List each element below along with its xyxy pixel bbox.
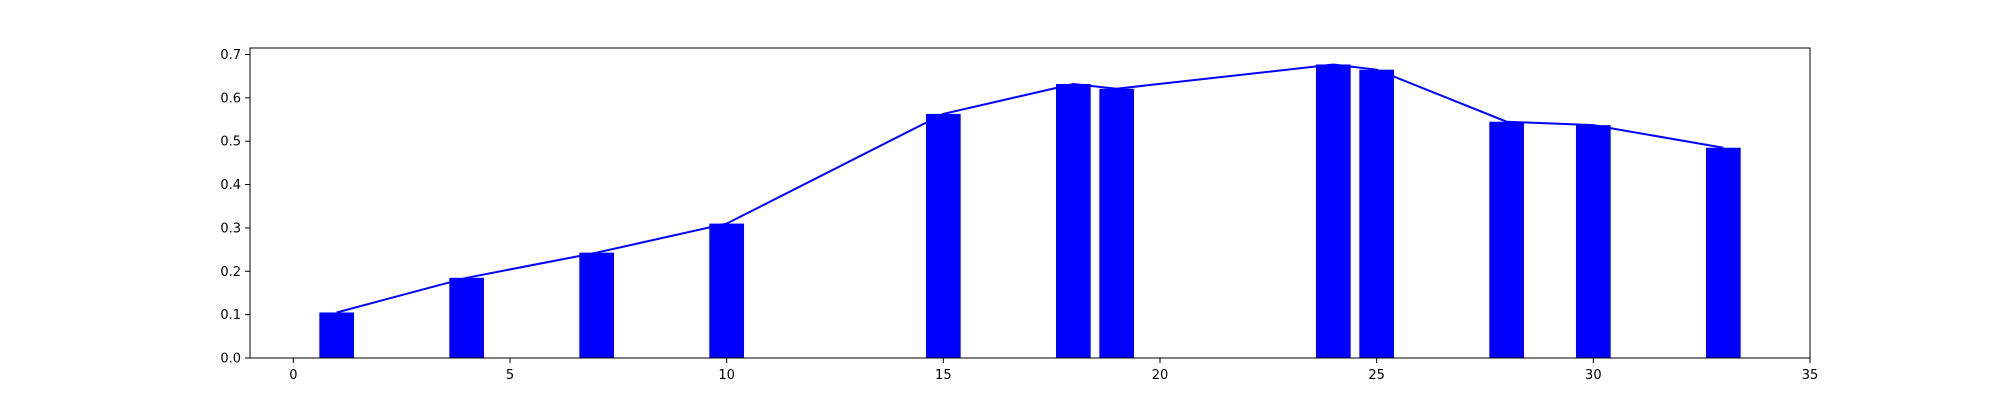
y-tick-label: 0.3 — [220, 221, 241, 236]
bar — [926, 113, 961, 358]
y-tick-label: 0.4 — [220, 178, 241, 193]
bar — [1706, 147, 1741, 358]
plot-frame — [249, 47, 1811, 359]
y-tick-label: 0.1 — [220, 308, 241, 323]
x-axis: 0 5 10 15 20 25 30 35 — [289, 358, 1818, 383]
x-tick-label: 15 — [935, 368, 952, 383]
x-tick-label: 25 — [1368, 368, 1385, 383]
bars-layer — [319, 64, 1741, 359]
x-tick-label: 35 — [1802, 368, 1819, 383]
line-layer — [336, 63, 1724, 314]
y-tick-label: 0.6 — [220, 91, 241, 106]
bar — [1099, 88, 1134, 358]
series-line — [336, 63, 1724, 314]
bar — [709, 223, 744, 358]
y-tick-label: 0.5 — [220, 135, 241, 150]
bar — [1056, 83, 1091, 358]
y-tick-label: 0.2 — [220, 265, 241, 280]
bar — [1359, 69, 1394, 359]
x-tick-label: 0 — [289, 368, 297, 383]
x-tick-label: 10 — [718, 368, 735, 383]
bar — [449, 277, 484, 358]
x-tick-label: 20 — [1152, 368, 1169, 383]
y-tick-label: 0.7 — [220, 48, 241, 63]
bar — [319, 312, 354, 358]
x-tick-label: 30 — [1585, 368, 1602, 383]
y-tick-label: 0.0 — [220, 352, 241, 367]
bar — [579, 252, 614, 358]
y-axis: 0.0 0.1 0.2 0.3 0.4 0.5 0.6 0.7 — [220, 48, 250, 367]
bar — [1489, 121, 1524, 358]
x-tick-label: 5 — [506, 368, 514, 383]
bar — [1316, 64, 1351, 358]
bar — [1576, 125, 1611, 358]
